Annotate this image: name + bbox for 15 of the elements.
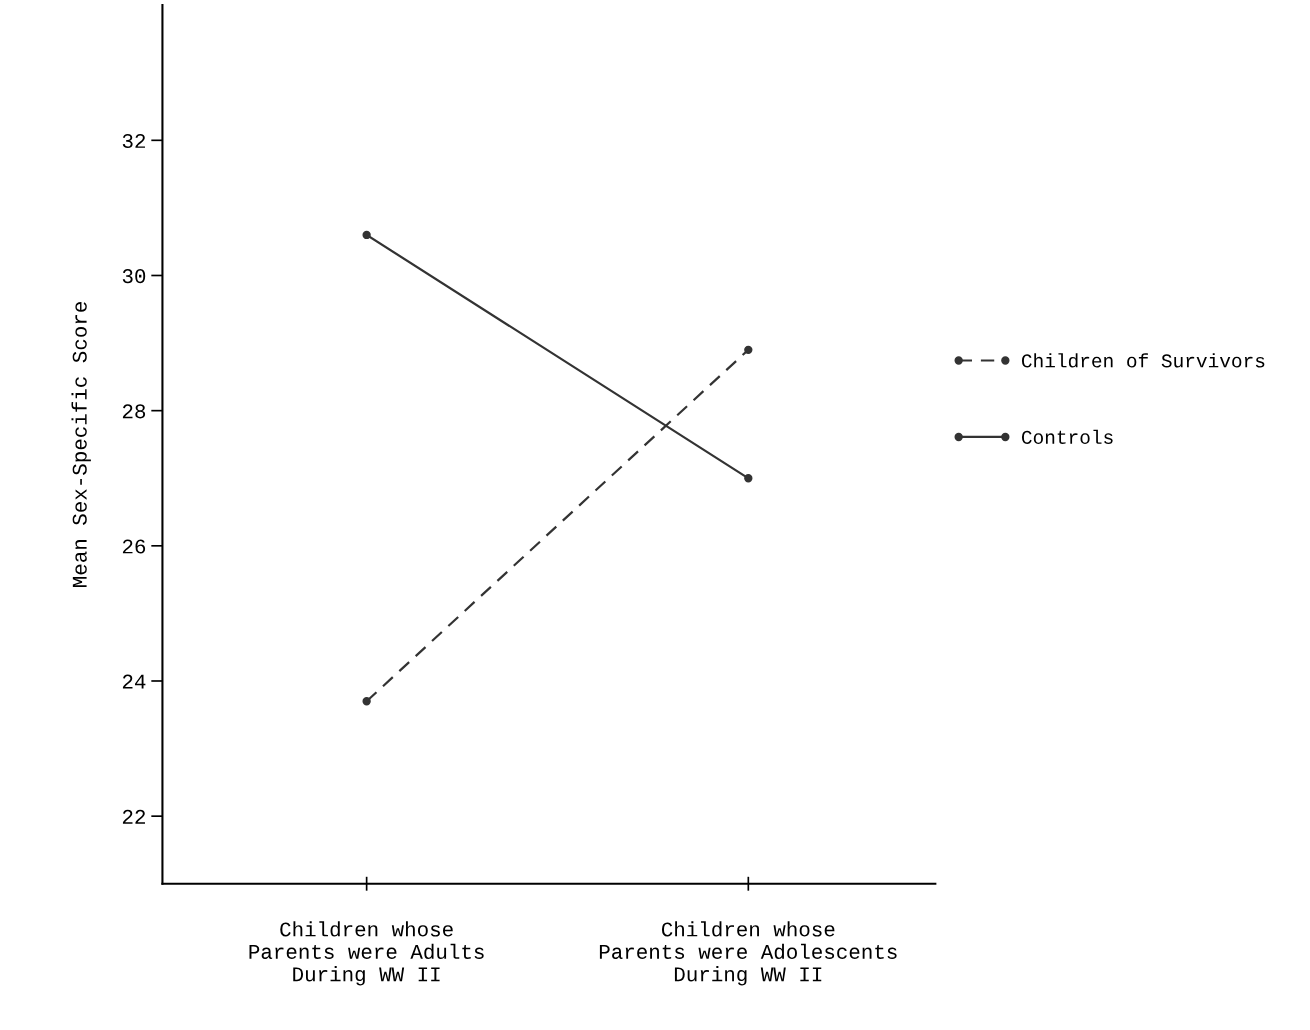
y-tick-label: 28 <box>122 404 146 419</box>
point <box>362 230 371 240</box>
x-tick-label: Children whose Parents were Adults During WW II <box>249 921 484 986</box>
legend-label: Controls <box>1021 429 1113 444</box>
y-tick-label: 30 <box>122 269 146 284</box>
y-tick-label: 26 <box>122 539 146 554</box>
point <box>744 345 753 354</box>
x-tick-label: Children whose Parents were Adolescents During WW II <box>599 921 897 986</box>
legend-label: Children of Survivors <box>1021 353 1265 368</box>
point <box>362 697 371 706</box>
y-axis-title: Mean Sex-Specific Score <box>71 302 91 587</box>
point <box>744 474 753 483</box>
y-tick-label: 32 <box>122 133 145 149</box>
y-tick-label: 22 <box>122 809 145 824</box>
y-tick-label: 24 <box>122 674 146 689</box>
